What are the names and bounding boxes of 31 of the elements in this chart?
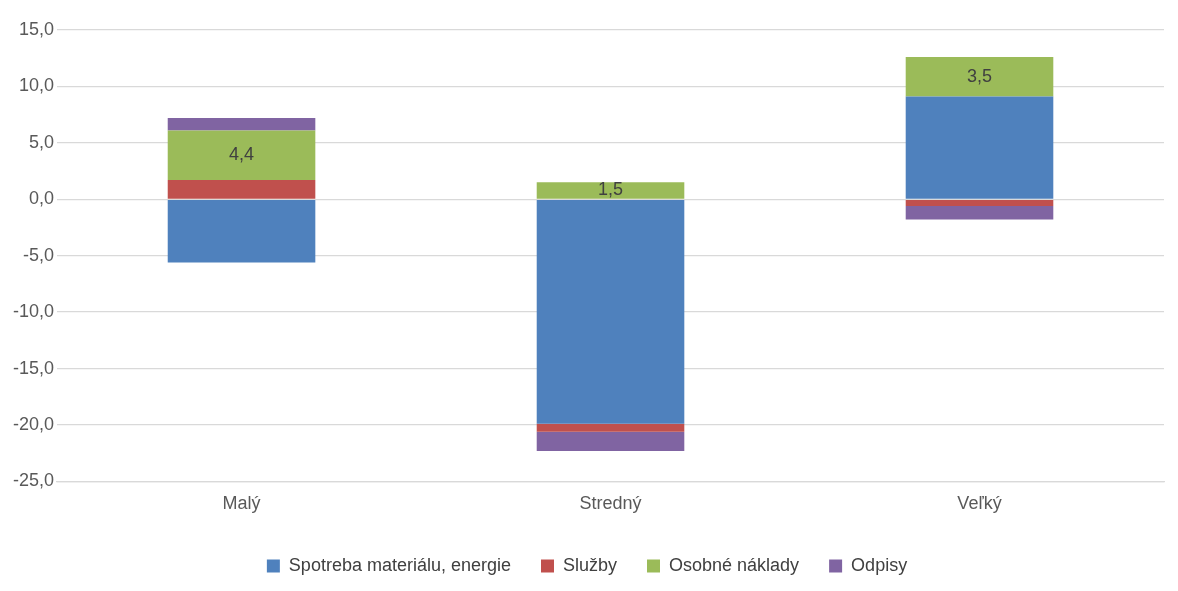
bar: [905, 96, 1054, 199]
legend-label: Odpisy: [851, 554, 908, 575]
bar: [167, 118, 316, 131]
y-tick-label: 5,0: [29, 131, 55, 152]
data-label: 4,4: [229, 144, 255, 165]
data-label: 1,5: [598, 179, 624, 200]
bar: [167, 199, 316, 263]
bar: [536, 182, 685, 199]
bar: [167, 180, 316, 199]
y-tick-label: -25,0: [13, 470, 55, 491]
y-tick-label: -20,0: [13, 413, 55, 434]
y-tick-label: 0,0: [29, 188, 55, 209]
bar: [905, 57, 1054, 97]
bar: [536, 199, 685, 424]
bar: [536, 423, 685, 432]
y-tick-label: 15,0: [18, 18, 55, 39]
data-label: 3,5: [966, 65, 993, 86]
bar: [536, 431, 685, 451]
legend-label: Spotreba materiálu, energie: [288, 554, 512, 575]
y-tick-label: 10,0: [18, 75, 55, 96]
legend-label: Osobné náklady: [669, 554, 800, 575]
y-tick-label: -5,0: [23, 244, 55, 265]
y-tick-label: -10,0: [13, 301, 55, 322]
x-tick-label: Stredný: [579, 493, 642, 514]
x-tick-label: Malý: [222, 493, 261, 514]
bar: [167, 130, 316, 181]
bar: [905, 199, 1054, 207]
y-tick-label: -15,0: [13, 357, 55, 378]
legend-label: Služby: [563, 554, 618, 575]
x-tick-label: Veľký: [957, 493, 1002, 514]
bar: [905, 206, 1054, 220]
